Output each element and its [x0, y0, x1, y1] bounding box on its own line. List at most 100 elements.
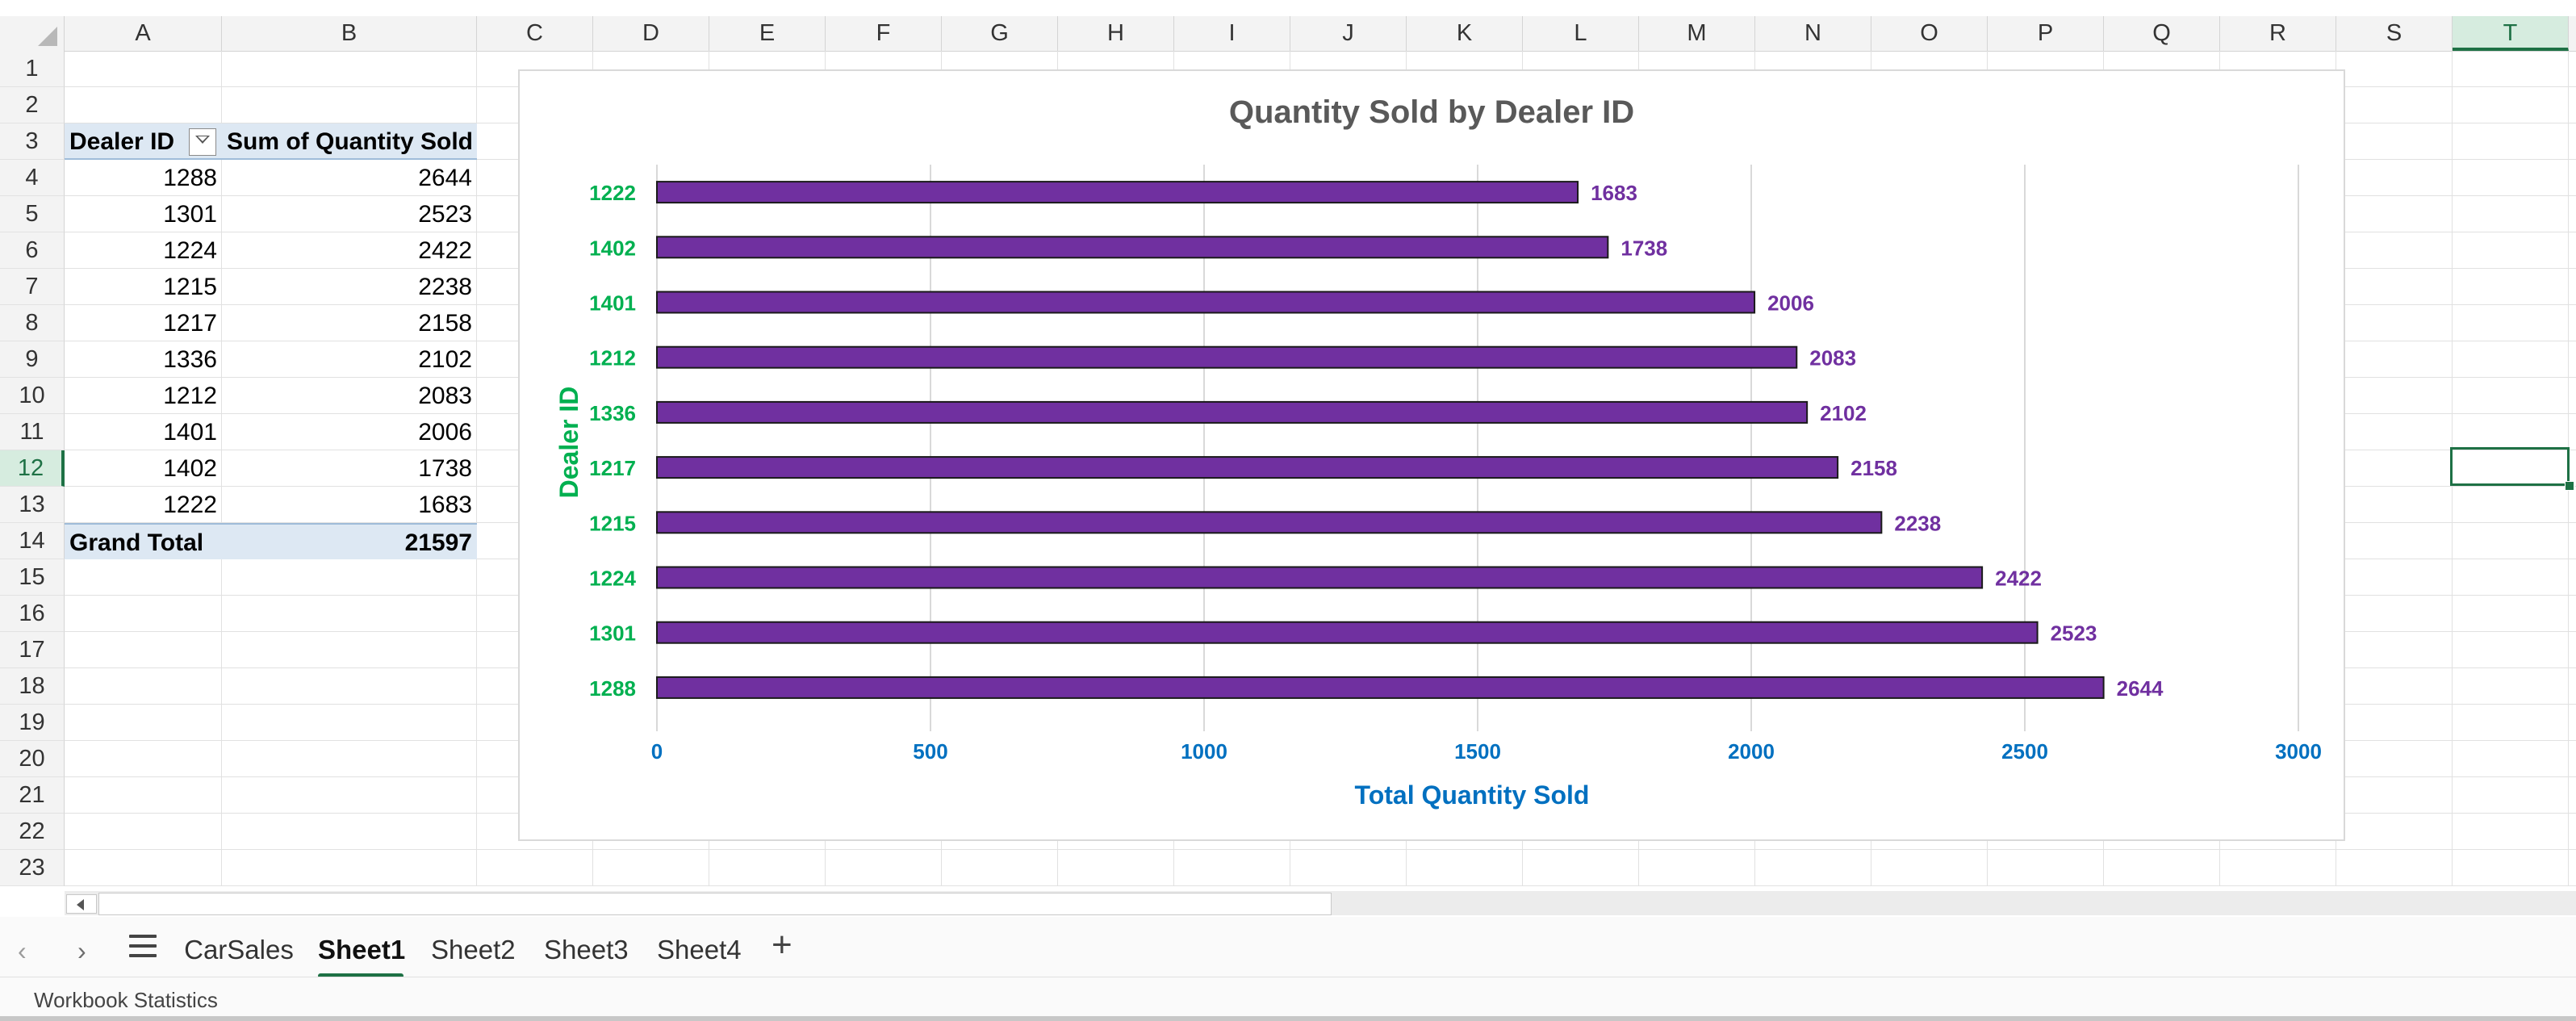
sheet-tab-sheet2[interactable]: Sheet2 — [431, 935, 516, 965]
pivot-quantity-cell[interactable]: 2083 — [418, 383, 472, 409]
pivot-dealer-id-cell[interactable]: 1217 — [163, 310, 217, 337]
row-header-2[interactable]: 2 — [0, 87, 65, 123]
row-header-20[interactable]: 20 — [0, 741, 65, 777]
column-header-i[interactable]: I — [1174, 16, 1290, 51]
pivot-dealer-id-cell[interactable]: 1401 — [163, 419, 217, 446]
pivot-dealer-id-cell[interactable]: 1288 — [163, 165, 217, 191]
data-label-1215: 2238 — [1894, 511, 1941, 535]
pivot-quantity-cell[interactable]: 2238 — [418, 274, 472, 300]
sheet-tab-sheet4[interactable]: Sheet4 — [657, 935, 742, 965]
column-header-r[interactable]: R — [2220, 16, 2336, 51]
row-header-3[interactable]: 3 — [0, 123, 65, 160]
data-label-1217: 2158 — [1850, 456, 1897, 480]
select-all-corner[interactable] — [0, 16, 65, 51]
row-header-8[interactable]: 8 — [0, 305, 65, 341]
y-tick-label-1336: 1336 — [589, 401, 636, 425]
pivot-dealer-id-cell[interactable]: 1215 — [163, 274, 217, 300]
sheet-tab-sheet1[interactable]: Sheet1 — [318, 928, 405, 978]
column-header-c[interactable]: C — [477, 16, 593, 51]
pivot-quantity-cell[interactable]: 2422 — [418, 237, 472, 264]
column-header-o[interactable]: O — [1871, 16, 1988, 51]
y-tick-label-1401: 1401 — [589, 291, 636, 316]
row-gridline — [65, 849, 2576, 850]
pivot-dealer-id-cell[interactable]: 1212 — [163, 383, 217, 409]
column-header-b[interactable]: B — [222, 16, 477, 51]
column-header-e[interactable]: E — [709, 16, 826, 51]
horizontal-scroll-thumb[interactable] — [98, 893, 1332, 915]
y-tick-label-1288: 1288 — [589, 676, 636, 701]
x-tick-label: 1500 — [1454, 739, 1501, 764]
sheet-tab-carsales[interactable]: CarSales — [184, 935, 294, 965]
pivot-dealer-id-cell[interactable]: 1224 — [163, 237, 217, 264]
pivot-quantity-cell[interactable]: 2523 — [418, 201, 472, 228]
column-header-s[interactable]: S — [2336, 16, 2453, 51]
row-header-16[interactable]: 16 — [0, 596, 65, 632]
row-header-15[interactable]: 15 — [0, 559, 65, 596]
row-header-18[interactable]: 18 — [0, 668, 65, 705]
pivot-header-sum-quantity[interactable]: Sum of Quantity Sold — [222, 123, 477, 160]
fill-handle[interactable] — [2565, 481, 2574, 491]
column-header-h[interactable]: H — [1058, 16, 1174, 51]
x-tick-label: 2500 — [2001, 739, 2048, 764]
column-header-a[interactable]: A — [65, 16, 222, 51]
tab-scroll-prev-icon[interactable]: ‹ — [18, 936, 27, 965]
active-cell-selection[interactable] — [2450, 447, 2570, 486]
pivot-quantity-cell[interactable]: 1683 — [418, 492, 472, 518]
pivot-dealer-id-cell[interactable]: 1301 — [163, 201, 217, 228]
row-header-14[interactable]: 14 — [0, 523, 65, 559]
row-header-11[interactable]: 11 — [0, 414, 65, 450]
column-header-k[interactable]: K — [1407, 16, 1523, 51]
add-sheet-icon[interactable]: + — [772, 925, 792, 965]
pivot-quantity-cell[interactable]: 2158 — [418, 310, 472, 337]
bar-1212 — [656, 345, 1798, 369]
row-header-21[interactable]: 21 — [0, 777, 65, 814]
pivot-grand-total-value[interactable]: 21597 — [222, 523, 477, 559]
bar-chart[interactable]: 1683 1222 1738 1402 2006 1401 2083 1212 2102 1336… — [518, 69, 2345, 841]
row-header-6[interactable]: 6 — [0, 232, 65, 269]
row-header-4[interactable]: 4 — [0, 160, 65, 196]
sheet-tab-sheet3[interactable]: Sheet3 — [544, 935, 629, 965]
column-header-j[interactable]: J — [1290, 16, 1407, 51]
pivot-quantity-cell[interactable]: 1738 — [418, 455, 472, 482]
row-header-17[interactable]: 17 — [0, 632, 65, 668]
x-tick-label: 3000 — [2275, 739, 2322, 764]
column-header-q[interactable]: Q — [2104, 16, 2220, 51]
pivot-dealer-id-cell[interactable]: 1402 — [163, 455, 217, 482]
row-header-22[interactable]: 22 — [0, 814, 65, 850]
column-header-t[interactable]: T — [2453, 16, 2569, 51]
row-header-7[interactable]: 7 — [0, 269, 65, 305]
row-header-13[interactable]: 13 — [0, 487, 65, 523]
all-sheets-menu-icon[interactable] — [129, 935, 157, 957]
row-header-10[interactable]: 10 — [0, 378, 65, 414]
x-tick-label: 0 — [651, 739, 663, 764]
column-header-f[interactable]: F — [826, 16, 942, 51]
row-header-23[interactable]: 23 — [0, 850, 65, 886]
row-header-9[interactable]: 9 — [0, 341, 65, 378]
column-header-n[interactable]: N — [1755, 16, 1871, 51]
row-header-5[interactable]: 5 — [0, 196, 65, 232]
row-header-19[interactable]: 19 — [0, 705, 65, 741]
column-header-m[interactable]: M — [1639, 16, 1755, 51]
row-header-1[interactable]: 1 — [0, 51, 65, 87]
tab-scroll-next-icon[interactable]: › — [77, 936, 86, 965]
pivot-quantity-cell[interactable]: 2644 — [418, 165, 472, 191]
column-header-g[interactable]: G — [942, 16, 1058, 51]
pivot-grand-total-label[interactable]: Grand Total — [65, 523, 222, 559]
pivot-quantity-cell[interactable]: 2102 — [418, 346, 472, 373]
data-label-1222: 1683 — [1591, 181, 1637, 205]
column-header-d[interactable]: D — [593, 16, 709, 51]
chevron-down-icon — [195, 136, 210, 144]
scroll-left-button[interactable] — [66, 894, 97, 914]
workbook-statistics-button[interactable]: Workbook Statistics — [34, 988, 218, 1012]
bar-1222 — [656, 181, 1579, 204]
column-gridline — [221, 51, 222, 885]
column-header-p[interactable]: P — [1988, 16, 2104, 51]
data-label-1224: 2422 — [1995, 567, 2042, 591]
data-label-1402: 1738 — [1620, 236, 1667, 260]
pivot-dealer-id-cell[interactable]: 1222 — [163, 492, 217, 518]
pivot-dealer-id-cell[interactable]: 1336 — [163, 346, 217, 373]
column-header-l[interactable]: L — [1523, 16, 1639, 51]
row-header-12[interactable]: 12 — [0, 450, 65, 487]
pivot-quantity-cell[interactable]: 2006 — [418, 419, 472, 446]
filter-dropdown-button[interactable] — [189, 128, 216, 156]
